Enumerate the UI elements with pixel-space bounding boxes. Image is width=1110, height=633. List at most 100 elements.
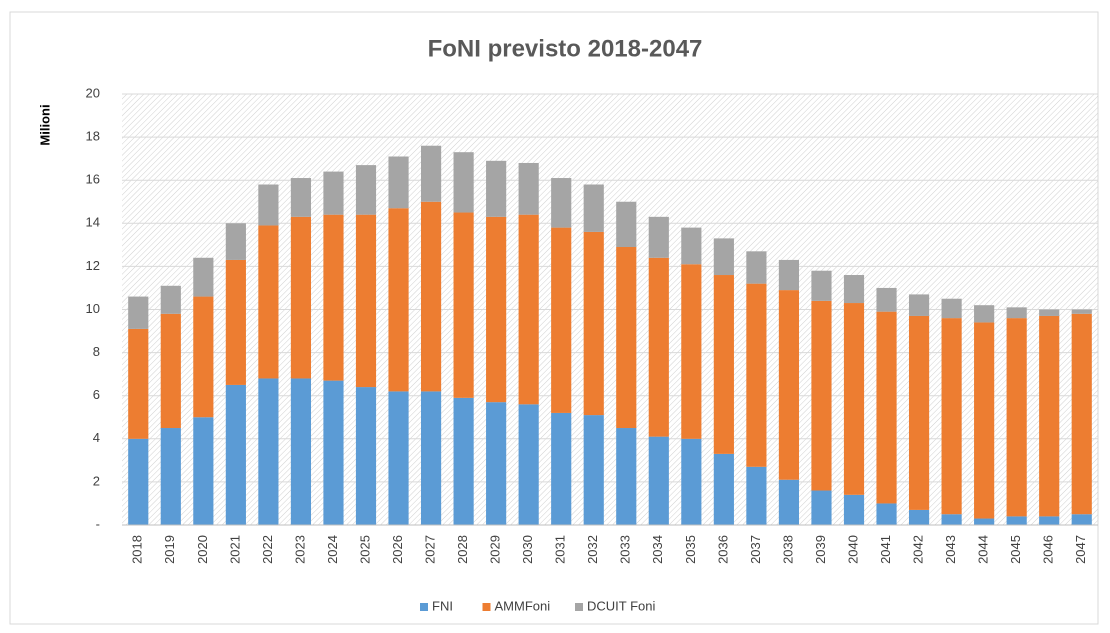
x-tick-label: 2032 — [585, 535, 600, 564]
bar-segment — [128, 328, 149, 439]
bar-segment — [941, 514, 962, 525]
bar-segment — [941, 318, 962, 515]
bar-segment — [778, 259, 800, 291]
bar-segment — [225, 384, 246, 525]
bar-segment — [551, 227, 572, 413]
bar-segment — [258, 225, 279, 379]
x-tick-label: 2034 — [650, 535, 665, 564]
bar-segment — [876, 311, 897, 504]
bar-segment — [258, 378, 279, 525]
bar-segment — [128, 438, 149, 525]
x-tick-label: 2018 — [130, 535, 145, 564]
bar-segment — [486, 160, 507, 217]
bar-segment — [160, 428, 181, 525]
bar-segment — [876, 503, 897, 525]
bar-segment — [843, 494, 865, 525]
bar-segment — [616, 428, 637, 525]
x-tick-label: 2044 — [976, 535, 991, 564]
bar-segment — [713, 238, 734, 276]
x-tick-label: 2043 — [943, 535, 958, 564]
bar-segment — [518, 404, 539, 525]
bar-segment — [1071, 514, 1092, 525]
legend-swatch — [482, 603, 491, 611]
y-tick-label: 18 — [86, 129, 100, 144]
bar-segment — [941, 298, 962, 319]
y-tick-label: - — [96, 516, 100, 531]
bar-segment — [420, 391, 442, 525]
x-tick-label: 2029 — [488, 535, 503, 564]
bar-segment — [843, 303, 865, 495]
bar-segment — [681, 438, 702, 525]
x-tick-label: 2047 — [1073, 535, 1088, 564]
bar-segment — [876, 287, 897, 312]
bar-segment — [420, 201, 442, 392]
y-tick-label: 10 — [86, 301, 100, 316]
bar-segment — [258, 184, 279, 226]
y-tick-label: 6 — [93, 387, 100, 402]
bar-segment — [453, 152, 474, 213]
bar-segment — [323, 380, 344, 525]
bar-segment — [453, 212, 474, 398]
bar-segment — [811, 490, 832, 525]
legend-label: DCUIT Foni — [587, 598, 655, 613]
x-tick-label: 2046 — [1041, 535, 1056, 564]
x-tick-label: 2036 — [715, 535, 730, 564]
legend-swatch — [420, 603, 428, 611]
bar-segment — [746, 466, 767, 525]
bar-segment — [486, 216, 507, 403]
bar-segment — [128, 296, 149, 329]
x-tick-label: 2041 — [878, 535, 893, 564]
y-tick-label: 16 — [86, 172, 100, 187]
x-tick-label: 2033 — [618, 535, 633, 564]
bar-segment — [1006, 307, 1027, 319]
bar-segment — [908, 315, 930, 510]
bar-segment — [193, 417, 214, 525]
bar-segment — [323, 171, 344, 215]
bar-segment — [420, 145, 442, 202]
x-tick-label: 2030 — [520, 535, 535, 564]
bar-segment — [648, 216, 669, 258]
bar-segment — [746, 283, 767, 467]
x-tick-label: 2038 — [780, 535, 795, 564]
legend-swatch — [575, 603, 583, 611]
bar-segment — [193, 296, 214, 418]
bar-segment — [713, 275, 734, 454]
bar-segment — [746, 251, 767, 284]
bar-segment — [225, 259, 246, 385]
bar-segment — [778, 290, 800, 480]
x-tick-label: 2027 — [423, 535, 438, 564]
y-axis-label: Milioni — [37, 104, 52, 145]
bar-segment — [616, 201, 637, 248]
bar-segment — [648, 257, 669, 437]
y-tick-label: 8 — [93, 344, 100, 359]
y-tick-label: 20 — [86, 85, 100, 100]
x-tick-label: 2024 — [325, 535, 340, 564]
y-tick-label: 4 — [93, 430, 100, 445]
legend-label: FNI — [432, 598, 453, 613]
y-tick-label: 14 — [86, 215, 100, 230]
bar-segment — [290, 178, 312, 217]
x-tick-label: 2019 — [162, 535, 177, 564]
bar-segment — [160, 285, 181, 314]
bar-segment — [225, 223, 246, 260]
bar-segment — [1006, 318, 1027, 517]
bar-segment — [388, 391, 409, 525]
chart-title: FoNI previsto 2018-2047 — [428, 35, 703, 62]
x-tick-label: 2037 — [748, 535, 763, 564]
bar-segment — [713, 453, 734, 525]
bar-segment — [908, 294, 930, 316]
x-tick-label: 2026 — [390, 535, 405, 564]
bar-segment — [1071, 313, 1092, 515]
bar-segment — [290, 216, 312, 379]
bar-segment — [355, 387, 377, 525]
bar-segment — [290, 378, 312, 525]
x-tick-label: 2045 — [1008, 535, 1023, 564]
x-tick-label: 2035 — [683, 535, 698, 564]
bar-segment — [908, 509, 930, 525]
bar-segment — [681, 264, 702, 439]
x-tick-label: 2025 — [357, 535, 372, 564]
bar-segment — [323, 214, 344, 381]
bar-segment — [160, 313, 181, 429]
bar-segment — [974, 322, 995, 519]
